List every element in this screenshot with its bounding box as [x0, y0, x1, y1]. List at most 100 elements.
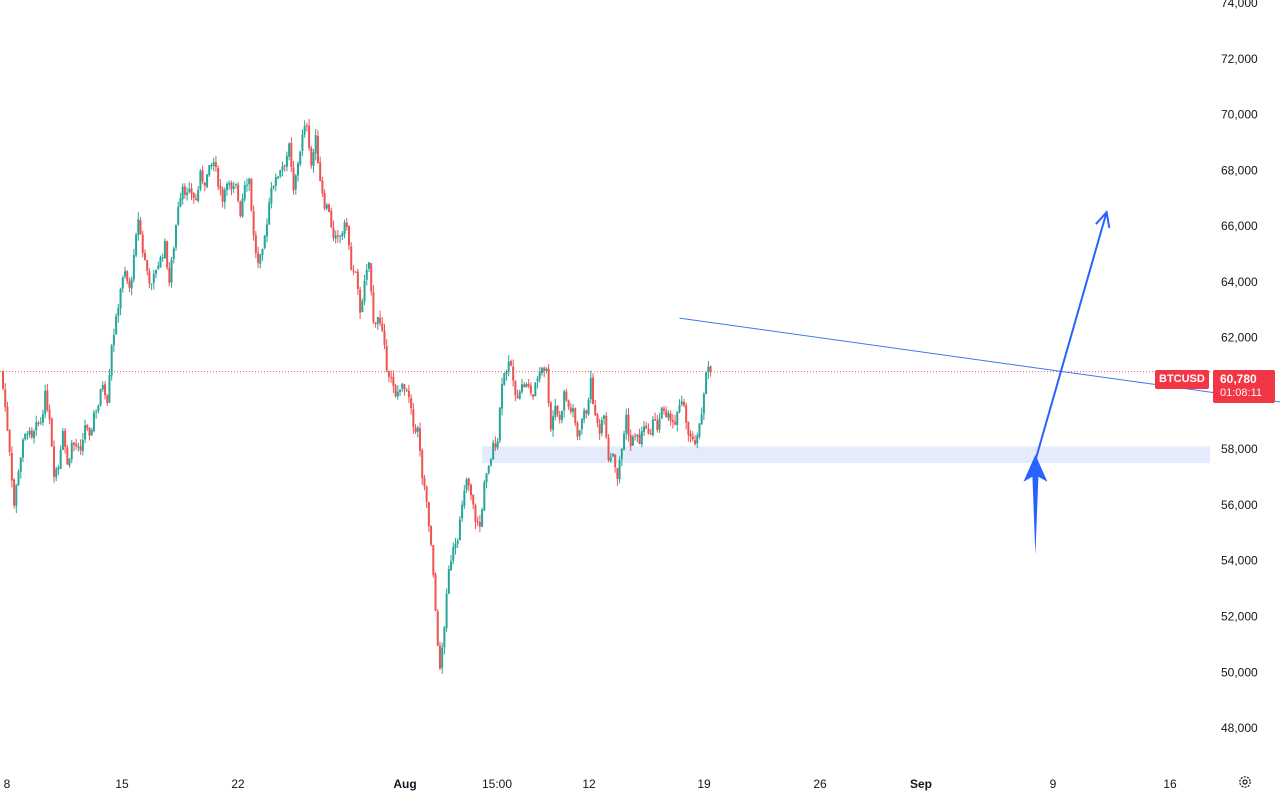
candle-body: [665, 410, 668, 418]
candle: [77, 442, 80, 452]
candle: [603, 415, 606, 425]
candle: [516, 389, 519, 399]
candle-body: [476, 521, 479, 523]
candle: [558, 410, 561, 424]
price-axis[interactable]: 74,000 72,000 70,000 68,000 66,000 64,000 62,0…: [1221, 0, 1258, 735]
time-tick-label: 15:00: [482, 777, 512, 791]
candle-body: [99, 389, 102, 406]
candle-body: [70, 442, 73, 460]
candle: [26, 431, 29, 440]
candle-body: [24, 433, 27, 440]
candle-body: [452, 547, 455, 561]
candle: [450, 554, 453, 572]
candle: [330, 207, 333, 229]
candle-body: [494, 443, 497, 448]
vertical-up-arrow[interactable]: [1023, 454, 1048, 556]
candle: [126, 270, 129, 285]
support-zone-layer: [482, 446, 1210, 464]
candle-body: [505, 371, 508, 374]
candle: [15, 483, 18, 514]
candle: [117, 303, 120, 323]
candle: [341, 230, 344, 241]
candle-body: [257, 252, 260, 263]
candle-body: [232, 186, 235, 189]
descending-trendline[interactable]: [679, 317, 1280, 403]
candle: [28, 427, 31, 438]
candle-body: [569, 407, 572, 412]
candle-body: [547, 368, 550, 404]
time-axis[interactable]: 8 15 22 Aug 15:00 12 19 26 Sep 9 16: [4, 777, 1177, 791]
candle-body: [294, 175, 297, 190]
candle-body: [596, 414, 599, 423]
candle: [55, 466, 58, 482]
candle: [237, 182, 240, 203]
candle: [563, 389, 566, 418]
candle-body: [152, 273, 155, 283]
projection-arrow-line[interactable]: [1034, 211, 1108, 461]
candle: [596, 412, 599, 428]
candle-body: [303, 126, 306, 135]
price-tick-label: 54,000: [1221, 554, 1258, 568]
candle-body: [589, 377, 592, 400]
candle-body: [474, 505, 477, 522]
candle: [57, 465, 60, 476]
candle: [503, 372, 506, 387]
candle: [86, 424, 89, 432]
candle: [95, 409, 98, 419]
candle-body: [627, 414, 630, 436]
candle-body: [186, 192, 189, 195]
candle: [410, 394, 413, 415]
candle-body: [509, 361, 512, 366]
candle-body: [345, 222, 348, 228]
candle-body: [108, 375, 111, 403]
price-tick-label: 48,000: [1221, 721, 1258, 735]
candle: [385, 339, 388, 373]
candle-body: [110, 345, 113, 376]
candle: [170, 257, 173, 288]
candle: [540, 367, 543, 376]
candle-body: [396, 391, 399, 397]
candle-body: [343, 222, 346, 235]
candle: [66, 444, 69, 466]
candle-body: [170, 259, 173, 283]
candle-body: [458, 519, 461, 540]
candle: [92, 409, 95, 433]
candle: [498, 406, 501, 444]
candle-body: [285, 155, 288, 167]
candle: [669, 410, 672, 426]
candle: [589, 370, 592, 404]
settings-gear-icon[interactable]: [1238, 775, 1252, 789]
candle: [387, 370, 390, 383]
candle-body: [660, 407, 663, 419]
candle-body: [210, 164, 213, 166]
candle-body: [81, 440, 84, 452]
candle: [441, 642, 444, 674]
candle-body: [390, 377, 393, 379]
candle: [578, 429, 581, 440]
candle: [529, 382, 532, 396]
candle-body: [37, 422, 40, 424]
candle: [24, 432, 27, 441]
candle-body: [385, 346, 388, 371]
candle: [709, 365, 712, 377]
candle: [523, 382, 526, 388]
candle-body: [667, 413, 670, 418]
candle-body: [372, 292, 375, 323]
candle-body: [585, 410, 588, 414]
candle: [423, 474, 426, 491]
candle-body: [671, 420, 674, 422]
candle: [560, 410, 563, 424]
candle-body: [175, 225, 178, 248]
current-price-label: 60,780 01:08:11: [1213, 370, 1275, 403]
candle: [108, 368, 111, 403]
candle: [656, 415, 659, 433]
candle: [496, 438, 499, 450]
candle-body: [503, 373, 506, 385]
candle-body: [90, 430, 93, 436]
candle: [254, 231, 257, 259]
candle-body: [709, 365, 712, 372]
candle: [501, 377, 504, 416]
candle: [702, 392, 705, 421]
support-zone[interactable]: [482, 446, 1210, 464]
